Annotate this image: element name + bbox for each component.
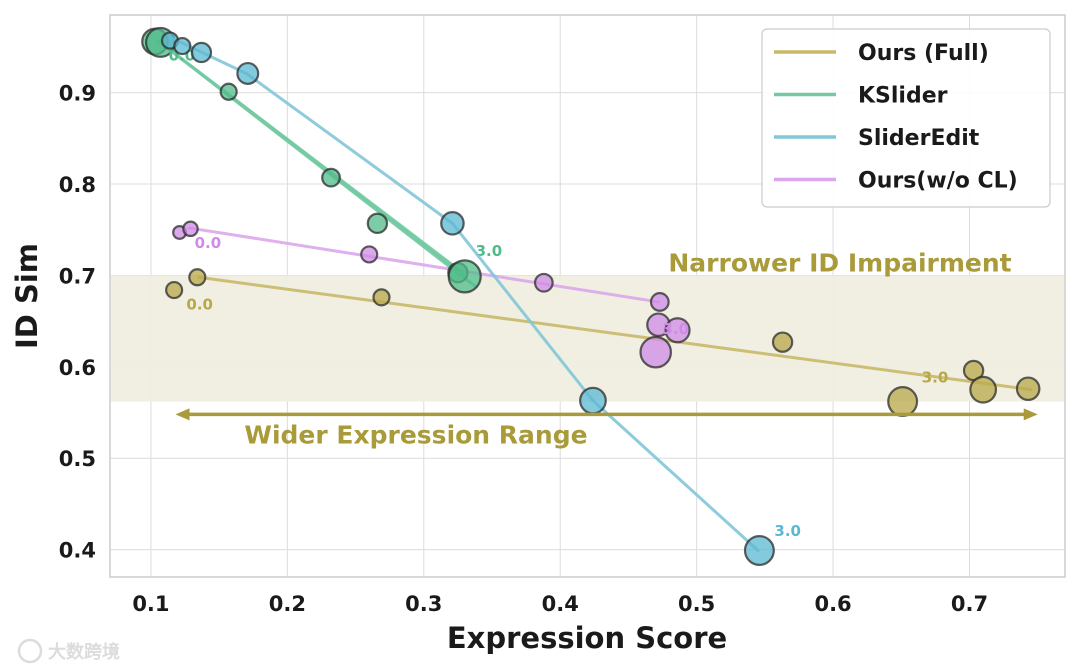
- legend-label-kslider: KSlider: [858, 84, 948, 109]
- data-point: [173, 36, 192, 56]
- data-point: [579, 386, 607, 415]
- series-ours-full: 0.0 3.0: [165, 268, 1041, 418]
- narrower-id-band: [111, 275, 1064, 402]
- y-axis-label: ID Sim: [10, 243, 44, 349]
- series-line-segment: [244, 71, 454, 225]
- point-label: 0.0: [186, 295, 213, 313]
- watermark: 大数跨境: [17, 638, 120, 664]
- x-tick-label: 0.3: [405, 592, 442, 616]
- y-tick-label: 0.7: [59, 264, 96, 288]
- x-tick-label: 0.4: [542, 592, 579, 616]
- x-tick-label: 0.2: [269, 592, 306, 616]
- data-point: [236, 61, 260, 85]
- x-tick-label: 0.7: [951, 592, 988, 616]
- y-tick-label: 0.8: [59, 173, 96, 197]
- watermark-logo-icon: [17, 638, 43, 664]
- tick-labels: 0.1 0.2 0.3 0.4 0.5 0.6 0.7 0.4 0.5 0.6 0.7 0.8 0.9: [59, 82, 988, 616]
- data-point: [188, 268, 207, 287]
- arrow-right-head: [1023, 408, 1038, 421]
- data-point: [639, 335, 673, 369]
- point-label: 3.0: [922, 368, 949, 386]
- data-point: [771, 331, 794, 353]
- point-label: 3.0: [476, 242, 503, 260]
- range-arrow-label: Wider Expression Range: [244, 420, 587, 449]
- legend: Ours (Full) KSlider SliderEdit Ours(w/o CL): [761, 28, 1051, 208]
- series-line-segment: [591, 399, 760, 552]
- y-tick-label: 0.4: [59, 539, 96, 563]
- x-tick-label: 0.5: [678, 592, 715, 616]
- data-point: [165, 280, 184, 300]
- data-point: [664, 317, 691, 344]
- y-tick-label: 0.5: [59, 447, 96, 471]
- x-tick-label: 0.1: [132, 592, 169, 616]
- data-point: [190, 41, 213, 64]
- legend-label-ours-full: Ours (Full): [858, 41, 989, 66]
- y-tick-label: 0.9: [59, 82, 96, 106]
- data-point: [649, 292, 670, 312]
- series-slideredit: 3.0: [160, 31, 801, 566]
- x-tick-label: 0.6: [814, 592, 851, 616]
- point-label: 3.0: [663, 320, 690, 338]
- series-layer: 0.03.00.03.00.03.03.0: [141, 26, 1041, 566]
- series-line-segment: [197, 275, 1033, 392]
- series-line-segment: [450, 221, 595, 403]
- data-point: [440, 211, 465, 236]
- data-point: [533, 272, 554, 293]
- arrow-left-head: [175, 408, 190, 421]
- watermark-text: 大数跨境: [48, 641, 120, 663]
- series-ours-w-o-cl: 0.0 3.0: [172, 220, 691, 369]
- data-point: [360, 245, 379, 264]
- data-point: [887, 386, 919, 418]
- data-point: [366, 212, 389, 235]
- data-point: [447, 259, 482, 294]
- data-point: [321, 167, 341, 188]
- legend-label-ours-w-o-cl: Ours(w/o CL): [858, 169, 1018, 194]
- series-line-segment: [156, 39, 461, 272]
- range-arrow: [175, 408, 1038, 421]
- series-kslider: 0.0 3.0: [141, 26, 503, 294]
- point-label: 0.0: [195, 234, 222, 252]
- band-label: Narrower ID Impairment: [668, 248, 1011, 277]
- legend-label-slideredit: SliderEdit: [858, 126, 980, 151]
- data-point: [969, 375, 998, 404]
- data-point: [219, 82, 238, 101]
- data-point: [1015, 376, 1041, 402]
- series-line-segment: [187, 226, 660, 304]
- point-label: 3.0: [774, 522, 801, 540]
- data-point: [743, 534, 775, 566]
- y-tick-label: 0.6: [59, 356, 96, 380]
- x-axis-label: Expression Score: [447, 621, 727, 655]
- data-point: [372, 288, 391, 307]
- data-point: [182, 220, 199, 238]
- legend-box: [761, 28, 1051, 208]
